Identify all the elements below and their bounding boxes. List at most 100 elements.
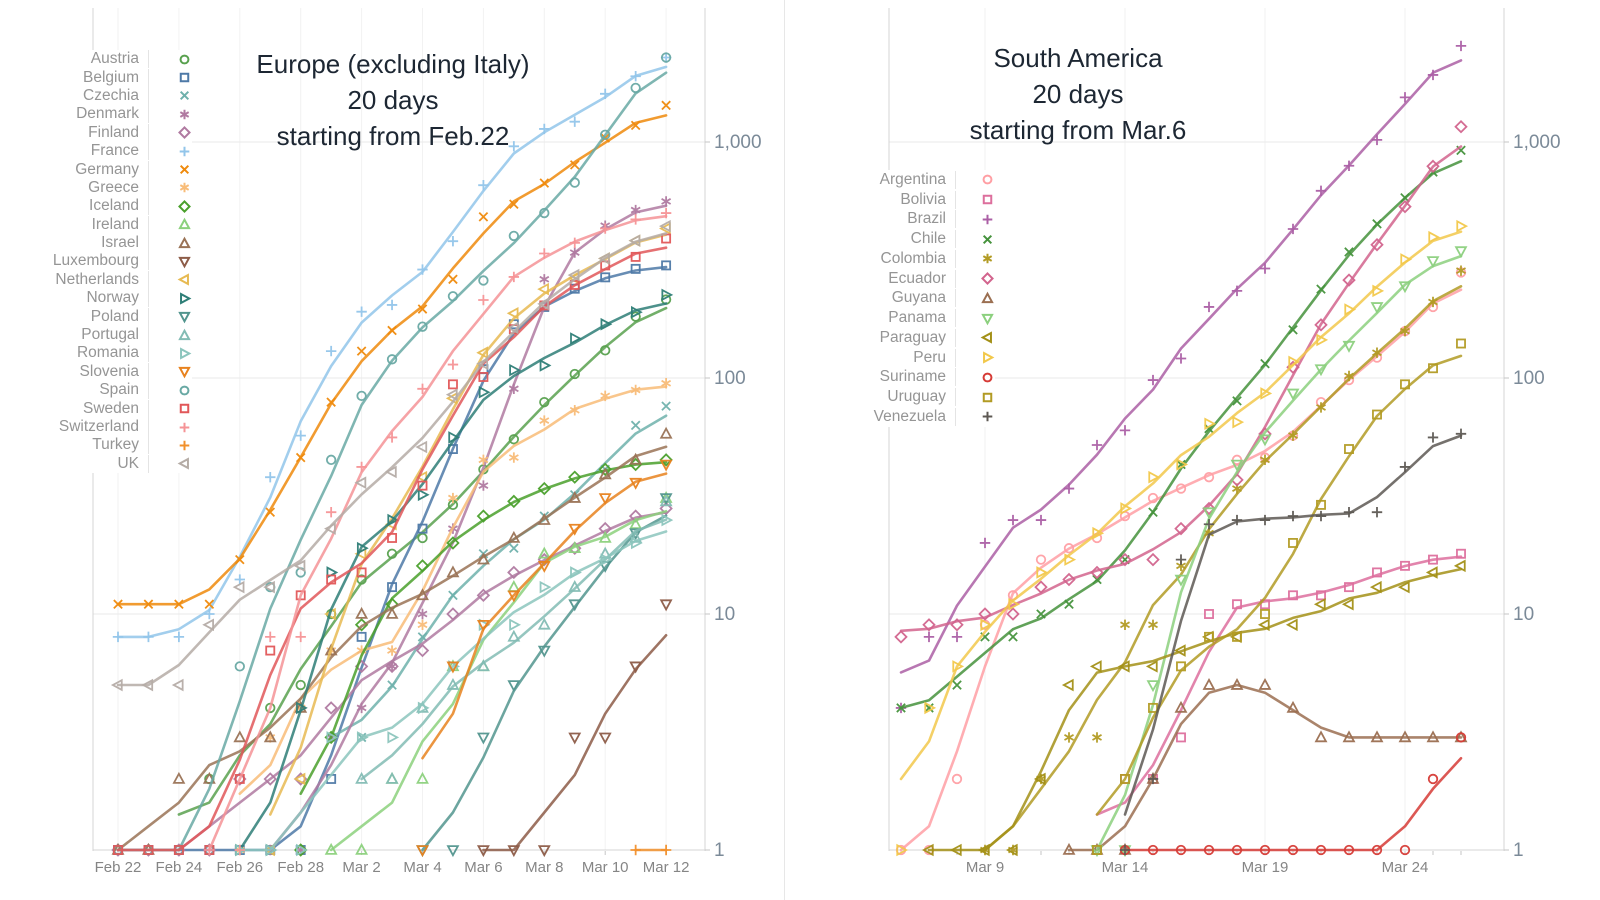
data-point-marker xyxy=(355,771,369,784)
data-point-marker xyxy=(387,645,398,656)
legend-item-colombia[interactable]: Colombia xyxy=(818,249,995,269)
legend-item-denmark[interactable]: Denmark xyxy=(38,105,192,124)
data-point-marker xyxy=(1314,730,1328,743)
series-peru[interactable] xyxy=(896,219,1469,857)
series-slovenia[interactable] xyxy=(416,459,673,858)
legend-item-luxembourg[interactable]: Luxembourg xyxy=(38,252,192,271)
legend-item-brazil[interactable]: Brazil xyxy=(818,210,995,230)
legend-item-finland[interactable]: Finland xyxy=(38,123,192,142)
series-norway[interactable] xyxy=(235,288,674,857)
legend-item-romania[interactable]: Romania xyxy=(38,344,192,363)
data-point-marker xyxy=(1230,677,1244,690)
data-point-marker xyxy=(1456,548,1466,559)
legend-item-ireland[interactable]: Ireland xyxy=(38,215,192,234)
data-point-marker xyxy=(977,843,990,857)
legend-item-greece[interactable]: Greece xyxy=(38,178,192,197)
data-point-marker xyxy=(1288,538,1298,548)
legend-item-czechia[interactable]: Czechia xyxy=(38,86,192,105)
legend-item-uk[interactable]: UK xyxy=(38,454,192,473)
data-point-marker xyxy=(598,493,612,506)
series-luxembourg[interactable] xyxy=(476,599,673,858)
data-point-marker xyxy=(446,536,460,550)
series-germany[interactable] xyxy=(113,100,671,610)
data-point-marker xyxy=(384,465,397,479)
data-point-marker xyxy=(629,661,643,674)
data-point-marker xyxy=(448,590,458,601)
legend-item-bolivia[interactable]: Bolivia xyxy=(818,190,995,210)
legend-label: Guyana xyxy=(818,289,956,308)
data-point-marker xyxy=(1342,730,1356,743)
legend-item-uruguay[interactable]: Uruguay xyxy=(818,387,995,407)
legend-item-norway[interactable]: Norway xyxy=(38,289,192,308)
legend-item-spain[interactable]: Spain xyxy=(38,381,192,400)
series-panama[interactable] xyxy=(1090,246,1468,858)
legend-item-israel[interactable]: Israel xyxy=(38,234,192,253)
series-line xyxy=(1123,434,1463,816)
data-point-marker xyxy=(1316,333,1329,347)
legend-item-germany[interactable]: Germany xyxy=(38,160,192,179)
series-switzerland[interactable] xyxy=(204,207,672,856)
legend-item-peru[interactable]: Peru xyxy=(818,348,995,368)
legend-item-panama[interactable]: Panama xyxy=(818,308,995,328)
data-point-marker xyxy=(356,631,367,642)
data-point-marker xyxy=(660,844,672,856)
legend-item-poland[interactable]: Poland xyxy=(38,307,192,326)
series-venezuela[interactable] xyxy=(1119,428,1467,856)
legend-item-turkey[interactable]: Turkey xyxy=(38,436,192,455)
data-point-marker xyxy=(661,401,671,411)
series-france[interactable] xyxy=(112,52,672,643)
legend-item-austria[interactable]: Austria xyxy=(38,50,192,69)
title-line-1: South America xyxy=(993,43,1163,73)
series-line xyxy=(329,414,668,739)
data-point-marker xyxy=(1316,499,1326,510)
legend-item-slovenia[interactable]: Slovenia xyxy=(38,362,192,381)
series-sweden[interactable] xyxy=(113,233,672,855)
data-point-marker xyxy=(1175,353,1187,364)
legend-item-switzerland[interactable]: Switzerland xyxy=(38,418,192,436)
data-point-marker xyxy=(1117,660,1130,673)
data-point-marker xyxy=(324,701,338,715)
legend-item-suriname[interactable]: Suriname xyxy=(818,368,995,388)
series-paraguay[interactable] xyxy=(921,559,1466,857)
legend-item-paraguay[interactable]: Paraguay xyxy=(818,328,995,348)
data-point-marker xyxy=(922,618,936,632)
legend-item-france[interactable]: France xyxy=(38,142,192,161)
legend-item-belgium[interactable]: Belgium xyxy=(38,68,192,87)
legend-item-netherlands[interactable]: Netherlands xyxy=(38,270,192,289)
data-point-marker xyxy=(234,661,245,672)
data-point-marker xyxy=(1034,580,1048,594)
triangle-up-legend-marker-icon xyxy=(177,236,192,251)
data-point-marker xyxy=(1398,199,1412,214)
data-point-marker xyxy=(1288,355,1301,369)
series-turkey[interactable] xyxy=(630,844,672,856)
data-point-marker xyxy=(659,453,673,467)
series-suriname[interactable] xyxy=(1119,732,1467,856)
data-point-marker xyxy=(661,196,672,207)
series-denmark[interactable] xyxy=(265,196,672,856)
data-point-marker xyxy=(1370,730,1384,743)
x-tick-label: Feb 24 xyxy=(156,859,203,876)
data-point-marker xyxy=(659,426,673,439)
legend-item-portugal[interactable]: Portugal xyxy=(38,326,192,345)
data-point-marker xyxy=(265,843,278,857)
series-ecuador[interactable] xyxy=(894,119,1468,644)
legend-item-sweden[interactable]: Sweden xyxy=(38,399,192,418)
series-uk[interactable] xyxy=(110,219,671,692)
data-point-marker xyxy=(568,580,582,592)
legend-item-ecuador[interactable]: Ecuador xyxy=(818,269,995,289)
data-point-marker xyxy=(415,559,430,573)
data-point-marker xyxy=(1427,69,1439,81)
legend-item-guyana[interactable]: Guyana xyxy=(818,289,995,309)
data-point-marker xyxy=(1344,247,1354,257)
y-tick-label: 1 xyxy=(714,840,725,861)
data-point-marker xyxy=(539,274,550,285)
data-point-marker xyxy=(569,368,580,380)
data-point-marker xyxy=(1428,554,1438,565)
legend-label: Iceland xyxy=(38,197,149,216)
data-point-marker xyxy=(537,297,549,311)
legend-item-chile[interactable]: Chile xyxy=(818,229,995,249)
legend-item-argentina[interactable]: Argentina xyxy=(818,170,995,190)
legend-item-venezuela[interactable]: Venezuela xyxy=(818,407,995,427)
series-line xyxy=(329,509,668,852)
legend-item-iceland[interactable]: Iceland xyxy=(38,197,192,216)
